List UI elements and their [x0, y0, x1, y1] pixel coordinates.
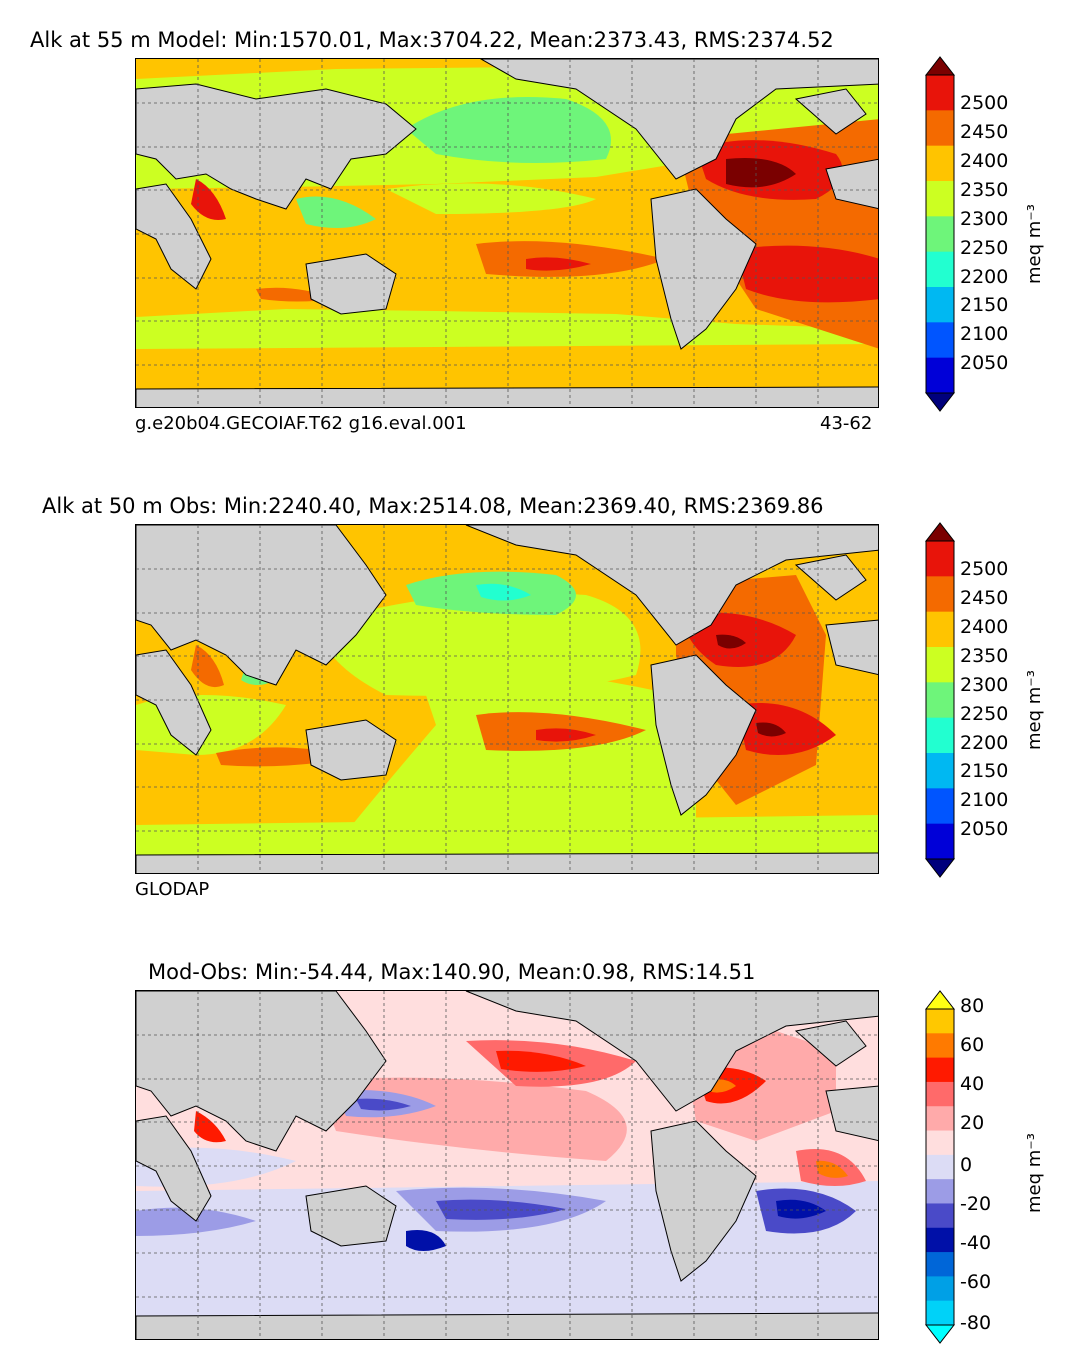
- colorbar-frame: [925, 1008, 955, 1326]
- cb3-tick: -80: [960, 1312, 992, 1334]
- cb3-tick: 80: [960, 995, 985, 1017]
- colorbar-band: [926, 75, 954, 111]
- cb1-tick: 2450: [960, 121, 1009, 143]
- colorbar-band: [926, 1057, 954, 1083]
- cb1-tick: 2350: [960, 179, 1009, 201]
- panel-3-map: [135, 990, 879, 1340]
- colorbar-frame: [925, 540, 955, 860]
- colorbar-band: [926, 1009, 954, 1034]
- colorbar-band: [926, 1300, 954, 1326]
- cb2-tick: 2200: [960, 732, 1009, 754]
- cb2-tick: 2100: [960, 789, 1009, 811]
- colorbar-extend-min: [924, 392, 956, 412]
- panel-2-source-label: GLODAP: [135, 879, 210, 900]
- panel-1-colorbar: [924, 56, 956, 412]
- cb2-tick: 2400: [960, 616, 1009, 638]
- cb1-tick: 2050: [960, 352, 1009, 374]
- cb2-tick: 2450: [960, 587, 1009, 609]
- panel-3-colorbar-units: meq m⁻³: [1024, 1132, 1045, 1213]
- cb1-tick: 2150: [960, 294, 1009, 316]
- cb1-tick: 2500: [960, 92, 1009, 114]
- colorbar-extend-max: [924, 56, 956, 76]
- colorbar-band: [926, 611, 954, 648]
- panel-2-colorbar: [924, 522, 956, 878]
- cb3-tick: 40: [960, 1073, 985, 1095]
- panel-2-colorbar-units: meq m⁻³: [1024, 669, 1045, 750]
- colorbar-band: [926, 682, 954, 719]
- colorbar-band: [926, 1033, 954, 1059]
- cb2-tick: 2250: [960, 703, 1009, 725]
- colorbar-band: [926, 541, 954, 577]
- colorbar-band: [926, 1276, 954, 1302]
- colorbar-band: [926, 1179, 954, 1204]
- colorbar-band: [926, 823, 954, 860]
- cb3-tick: -20: [960, 1193, 992, 1215]
- cb3-tick: 20: [960, 1112, 985, 1134]
- cb2-tick: 2300: [960, 674, 1009, 696]
- colorbar-band: [926, 287, 954, 323]
- cb2-tick: 2050: [960, 818, 1009, 840]
- colorbar-extend-min: [924, 1324, 956, 1344]
- colorbar-band: [926, 145, 954, 182]
- colorbar-band: [926, 753, 954, 789]
- colorbar-band: [926, 251, 954, 288]
- panel-1-years-label: 43-62: [820, 413, 873, 434]
- colorbar-band: [926, 216, 954, 253]
- cb3-tick: -40: [960, 1232, 992, 1254]
- colorbar-band: [926, 576, 954, 613]
- colorbar-band: [926, 1203, 954, 1229]
- colorbar-band: [926, 717, 954, 754]
- panel-1-title: Alk at 55 m Model: Min:1570.01, Max:3704…: [30, 28, 834, 52]
- cb1-tick: 2200: [960, 266, 1009, 288]
- cb3-tick: -60: [960, 1271, 992, 1293]
- colorbar-band: [926, 1227, 954, 1253]
- colorbar-extend-min: [924, 858, 956, 878]
- colorbar-band: [926, 322, 954, 359]
- cb3-tick: 60: [960, 1034, 985, 1056]
- cb3-tick: 0: [960, 1154, 973, 1176]
- colorbar-band: [926, 1154, 954, 1180]
- cb1-tick: 2100: [960, 323, 1009, 345]
- cb2-tick: 2350: [960, 645, 1009, 667]
- panel-1-map: [135, 58, 879, 408]
- colorbar-extend-max: [924, 522, 956, 542]
- colorbar-band: [926, 1081, 954, 1107]
- colorbar-band: [926, 110, 954, 147]
- cb1-tick: 2400: [960, 150, 1009, 172]
- colorbar-band: [926, 1252, 954, 1277]
- colorbar-frame: [925, 74, 955, 394]
- panel-2-map: [135, 524, 879, 874]
- panel-3-colorbar: [924, 990, 956, 1344]
- colorbar-band: [926, 1130, 954, 1156]
- cb2-tick: 2150: [960, 760, 1009, 782]
- colorbar-band: [926, 357, 954, 394]
- colorbar-band: [926, 1106, 954, 1132]
- cb2-tick: 2500: [960, 558, 1009, 580]
- panel-1-colorbar-units: meq m⁻³: [1024, 203, 1045, 284]
- panel-1-case-label: g.e20b04.GECOIAF.T62 g16.eval.001: [135, 413, 467, 434]
- cb1-tick: 2300: [960, 208, 1009, 230]
- colorbar-band: [926, 181, 954, 217]
- colorbar-band: [926, 788, 954, 825]
- panel-3-title: Mod-Obs: Min:-54.44, Max:140.90, Mean:0.…: [148, 960, 756, 984]
- panel-2-title: Alk at 50 m Obs: Min:2240.40, Max:2514.0…: [42, 494, 824, 518]
- cb1-tick: 2250: [960, 237, 1009, 259]
- colorbar-band: [926, 647, 954, 683]
- colorbar-extend-max: [924, 990, 956, 1010]
